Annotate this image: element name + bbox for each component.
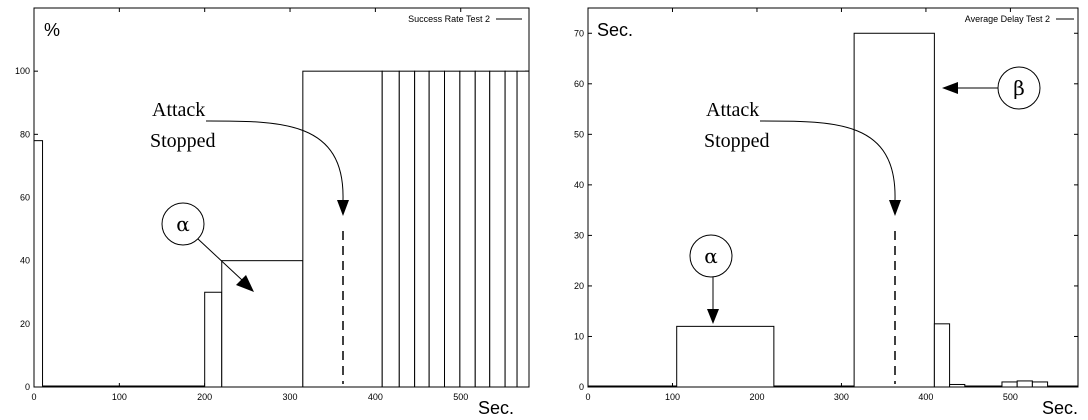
x-tick-label: 500 <box>1003 392 1018 402</box>
x-tick-label: 300 <box>283 392 298 402</box>
x-tick-label: 500 <box>453 392 468 402</box>
y-tick-label: 10 <box>574 331 584 341</box>
alpha-circle <box>161 202 205 246</box>
bar <box>444 70 461 388</box>
y-tick-label: 20 <box>20 319 30 329</box>
alpha-label: α <box>704 244 718 268</box>
alpha-arrow-head <box>707 309 719 324</box>
y-tick-label: 100 <box>15 66 30 76</box>
y-tick-label: 20 <box>574 281 584 291</box>
attack-stopped-line2: Stopped <box>150 130 216 152</box>
bar <box>414 70 430 388</box>
bar <box>428 70 446 388</box>
bar <box>516 70 530 388</box>
attack-stopped-line2: Stopped <box>704 130 770 152</box>
bar-group <box>33 70 530 388</box>
bar <box>1031 381 1049 388</box>
bar <box>459 70 476 388</box>
x-tick-label: 200 <box>197 392 212 402</box>
y-tick-label: 30 <box>574 230 584 240</box>
bar <box>933 323 951 388</box>
y-tick-label: 60 <box>20 193 30 203</box>
y-unit-label: Sec. <box>597 20 633 40</box>
y-tick-label: 80 <box>20 129 30 139</box>
attack-arrow-curve <box>759 120 896 201</box>
beta-arrow-head <box>942 82 958 94</box>
y-unit-label: % <box>44 20 60 40</box>
x-tick-label: 0 <box>31 392 36 402</box>
x-tick-label: 0 <box>585 392 590 402</box>
x-unit-label: Sec. <box>478 398 514 418</box>
average-delay-chart: 0 10 20 30 40 50 60 70 0 100 200 300 400 500 Sec. Sec… <box>574 7 1079 418</box>
success-rate-chart: 0 20 40 60 80 100 0 100 200 300 400 500 % Sec. Succ… <box>15 7 530 418</box>
plot-frame <box>587 7 1079 388</box>
attack-stopped-line1: Attack <box>152 99 205 121</box>
x-tick-label: 400 <box>368 392 383 402</box>
alpha-circle <box>689 234 733 278</box>
alpha-label: α <box>176 212 190 236</box>
bar <box>33 140 44 388</box>
x-tick-label: 300 <box>834 392 849 402</box>
bar <box>1001 381 1018 388</box>
y-tick-label: 40 <box>574 180 584 190</box>
attack-arrow-head <box>337 200 349 216</box>
alpha-arrow-line <box>197 238 243 281</box>
x-tick-label: 400 <box>918 392 933 402</box>
y-tick-label: 40 <box>20 256 30 266</box>
y-tick-label: 0 <box>579 382 584 392</box>
bar <box>398 70 416 388</box>
bar <box>489 70 506 388</box>
y-tick-label: 50 <box>574 129 584 139</box>
attack-arrow-head <box>889 200 901 216</box>
bar <box>302 70 383 388</box>
legend-entry: Average Delay Test 2 <box>965 14 1050 24</box>
bar <box>204 291 223 388</box>
legend-entry: Success Rate Test 2 <box>408 14 490 24</box>
x-tick-label: 200 <box>749 392 764 402</box>
y-tick-label: 60 <box>574 79 584 89</box>
bar <box>1016 380 1033 388</box>
x-tick-label: 100 <box>665 392 680 402</box>
bar <box>474 70 491 388</box>
alpha-arrow-head <box>236 275 254 292</box>
bar <box>504 70 518 388</box>
y-tick-label: 0 <box>25 382 30 392</box>
bar <box>381 70 400 388</box>
bar <box>221 260 304 388</box>
bar <box>676 325 775 388</box>
x-unit-label: Sec. <box>1042 398 1078 418</box>
attack-stopped-line1: Attack <box>706 99 759 121</box>
y-tick-label: 70 <box>574 28 584 38</box>
attack-arrow-curve <box>205 120 344 201</box>
x-tick-label: 100 <box>112 392 127 402</box>
beta-label: β <box>1013 76 1025 100</box>
bar <box>949 383 966 388</box>
tick-group: 0 10 20 30 40 50 60 70 0 100 200 300 400 500 <box>574 8 1078 402</box>
